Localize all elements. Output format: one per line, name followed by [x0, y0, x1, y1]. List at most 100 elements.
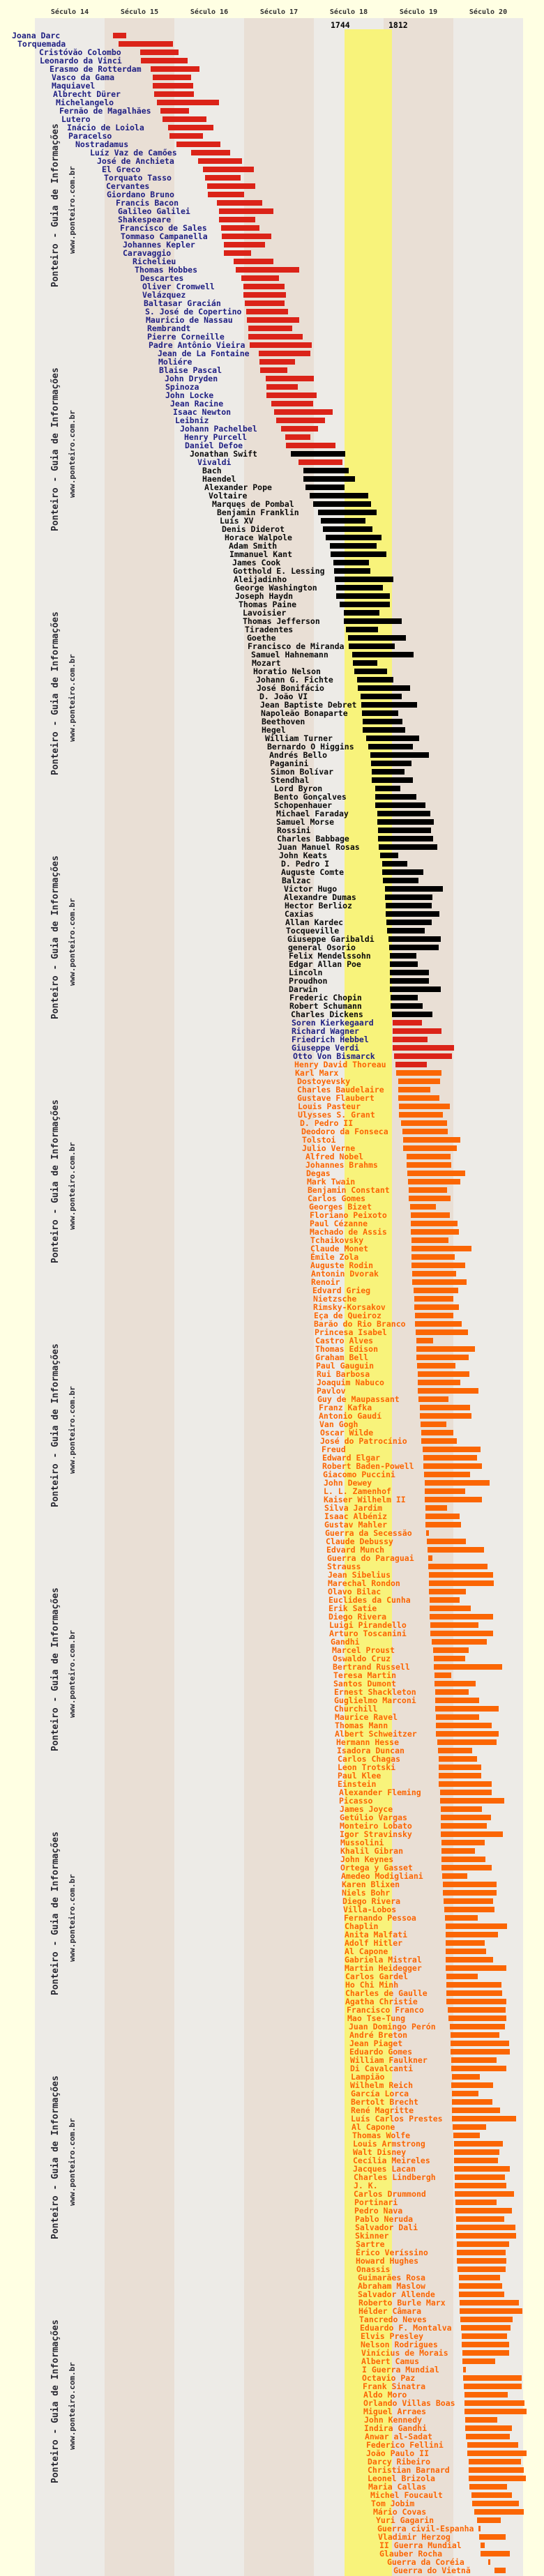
person-label: Shakespeare: [118, 215, 172, 224]
person-label: Eduardo Gomes: [349, 2047, 413, 2057]
lifespan-bar: [411, 1263, 465, 1268]
lifespan-bar: [441, 1848, 475, 1854]
person-label: Felix Mendelssohn: [289, 951, 371, 961]
person-label: Richelieu: [133, 257, 176, 266]
lifespan-bar: [414, 1288, 458, 1293]
person-label: Tocqueville: [286, 926, 340, 936]
lifespan-bar: [430, 1631, 493, 1636]
person-label: Diego Rivera: [342, 1896, 401, 1906]
person-label: Padre Antônio Vieira: [149, 340, 245, 350]
lifespan-bar: [451, 2032, 499, 2038]
lifespan-bar: [469, 2459, 521, 2464]
person-label: Moliére: [158, 357, 192, 367]
lifespan-bar: [207, 183, 255, 189]
lifespan-bar: [432, 1639, 487, 1645]
person-label: Paganini: [270, 759, 309, 768]
person-label: Soren Kierkegaard: [292, 1018, 374, 1028]
person-label: Di Cavalcanti: [350, 2064, 414, 2073]
lifespan-bar: [371, 761, 411, 766]
lifespan-bar: [224, 250, 251, 256]
lifespan-bar: [153, 75, 191, 80]
century-label: Século 18: [329, 8, 368, 16]
person-label: Frank Sinatra: [363, 2381, 426, 2391]
lifespan-bar: [469, 2467, 524, 2473]
lifespan-bar: [377, 819, 434, 825]
lifespan-bar: [421, 1438, 457, 1444]
century-label: Século 17: [259, 8, 299, 16]
watermark-url-text: www.ponteiro.com.br: [68, 166, 77, 254]
person-label: Rembrandt: [147, 323, 191, 333]
person-label: Floriano Peixoto: [310, 1210, 387, 1220]
lifespan-bar: [455, 2191, 514, 2197]
person-label: Caxias: [285, 909, 314, 919]
lifespan-bar: [464, 2400, 524, 2406]
person-label: Marcel Proust: [332, 1645, 395, 1655]
person-label: Michelangelo: [56, 98, 114, 107]
lifespan-bar: [248, 326, 292, 331]
lifespan-bar: [383, 878, 418, 883]
person-label: Guerra do Vietnă: [393, 2566, 471, 2575]
person-label: Churchill: [334, 1704, 378, 1714]
lifespan-bar: [393, 1028, 441, 1034]
lifespan-bar: [435, 1672, 451, 1678]
person-label: Inácio de Loiola: [67, 123, 144, 132]
lifespan-bar: [454, 2149, 499, 2155]
lifespan-bar: [442, 1873, 467, 1879]
lifespan-bar: [481, 2551, 510, 2556]
person-label: Auguste Comte: [281, 867, 345, 877]
watermark-ponteiro-text: Ponteiro - Guia de Informaçőes: [50, 2075, 61, 2240]
lifespan-bar: [372, 777, 413, 783]
lifespan-bar: [366, 736, 419, 741]
lifespan-bar: [469, 2484, 507, 2490]
person-label: Guy de Maupassant: [317, 1394, 400, 1404]
lifespan-bar: [452, 2091, 478, 2096]
person-label: Diego Rivera: [328, 1612, 387, 1622]
lifespan-bar: [409, 1196, 451, 1201]
lifespan-bar: [425, 1505, 447, 1511]
lifespan-bar: [336, 585, 383, 590]
person-label: Wilhelm Reich: [350, 2080, 414, 2090]
lifespan-bar: [452, 2108, 500, 2113]
lifespan-bar: [382, 869, 423, 875]
person-label: Nelson Rodrigues: [361, 2340, 438, 2349]
person-label: Edvard Grieg: [312, 1286, 371, 1295]
person-label: Maria Callas: [368, 2482, 427, 2492]
lifespan-bar: [390, 953, 416, 959]
person-label: Henry Purcell: [184, 432, 248, 442]
lifespan-bar: [446, 1923, 507, 1929]
person-label: Bernardo O Higgins: [267, 742, 354, 752]
lifespan-bar: [429, 1580, 494, 1586]
lifespan-bar: [435, 1698, 479, 1703]
person-label: Al Capone: [352, 2122, 395, 2132]
person-label: Santos Dumont: [333, 1679, 397, 1689]
lifespan-bar: [375, 802, 425, 808]
lifespan-bar: [346, 627, 378, 632]
lifespan-bar: [340, 602, 390, 607]
lifespan-bar: [224, 242, 265, 247]
lifespan-bar: [241, 275, 279, 281]
lifespan-bar: [119, 41, 173, 47]
lifespan-bar: [402, 1129, 448, 1134]
century-column: [174, 18, 244, 2576]
lifespan-bar: [392, 1012, 432, 1017]
person-label: Elvis Presley: [361, 2331, 424, 2341]
person-label: Oswaldo Cruz: [333, 1654, 391, 1663]
lifespan-bar: [266, 376, 314, 381]
lifespan-bar: [477, 2517, 501, 2523]
lifespan-bar: [451, 2082, 493, 2088]
lifespan-bar: [363, 719, 402, 724]
person-label: Vladimir Herzog: [378, 2532, 451, 2542]
person-label: Louis Armstrong: [353, 2139, 425, 2149]
lifespan-bar: [424, 1472, 470, 1477]
watermark-ponteiro-text: Ponteiro - Guia de Informaçőes: [50, 855, 61, 1020]
person-label: Salvador Dali: [355, 2223, 418, 2232]
lifespan-bar: [362, 710, 398, 716]
person-label: Albrecht Dürer: [53, 89, 121, 99]
lifespan-bar: [243, 284, 285, 289]
person-label: Strauss: [327, 1562, 361, 1571]
person-label: Immanuel Kant: [229, 549, 293, 559]
person-label: Jacques Lacan: [353, 2164, 416, 2174]
lifespan-bar: [418, 1371, 469, 1377]
lifespan-bar: [219, 208, 273, 214]
person-label: Silva Jardim: [324, 1503, 383, 1513]
